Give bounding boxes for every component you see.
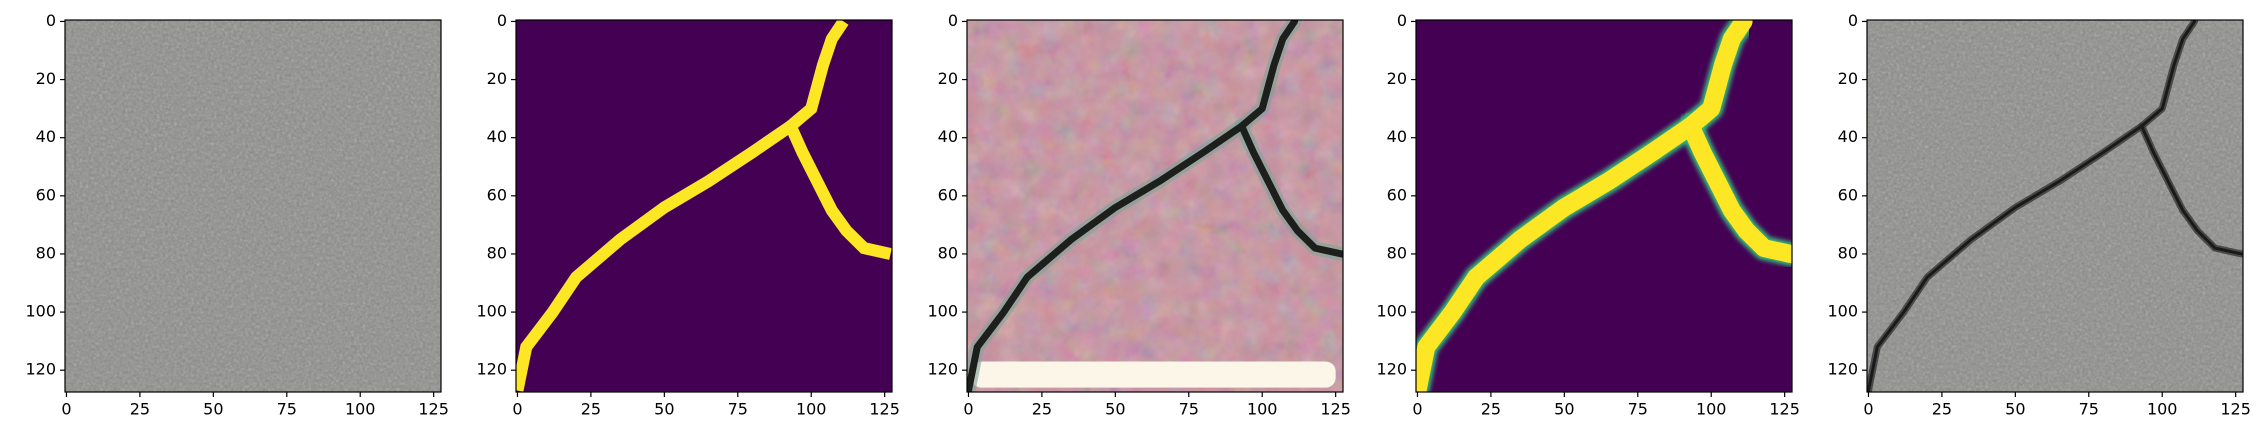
image — [516, 20, 892, 392]
x-tick-label: 0 — [1412, 400, 1422, 419]
x-tick-label: 100 — [796, 400, 827, 419]
x-tick-label: 125 — [1320, 400, 1351, 419]
y-tick-label: 120 — [1827, 360, 1858, 379]
texture-noise — [65, 20, 441, 392]
y-tick-label: 100 — [927, 302, 958, 321]
axes-frame — [515, 19, 893, 393]
x-tick-label: 100 — [2147, 400, 2178, 419]
panel: 0 25 50 75 100 125 0 20 40 60 80 100 120 — [927, 11, 1350, 419]
y-tick-label: 20 — [1838, 69, 1858, 88]
axes-frame — [1866, 19, 2244, 393]
y-tick-label: 20 — [1387, 69, 1407, 88]
axes-frame — [64, 19, 442, 393]
x-tick-label: 75 — [277, 400, 297, 419]
y-tick-label: 40 — [1387, 127, 1407, 146]
pred-crack — [1416, 117, 1700, 392]
gen-crack — [967, 122, 1246, 392]
mask-crack — [786, 20, 849, 131]
x-tick-label: 0 — [512, 400, 522, 419]
x-tick-label: 25 — [130, 400, 150, 419]
y-tick-label: 100 — [1376, 302, 1407, 321]
x-tick-label: 0 — [61, 400, 71, 419]
x-tick-label: 25 — [1932, 400, 1952, 419]
panel: 0 25 50 75 100 125 0 20 40 60 80 100 120 — [25, 11, 448, 419]
x-tick-label: 125 — [1769, 400, 1800, 419]
y-tick-label: 20 — [487, 69, 507, 88]
x-tick-label: 0 — [1863, 400, 1873, 419]
y-tick-label: 0 — [497, 11, 507, 30]
x-tick-label: 125 — [2220, 400, 2251, 419]
crack-core — [1867, 124, 2144, 392]
x-tick-label: 100 — [345, 400, 376, 419]
x-tick-label: 25 — [1481, 400, 1501, 419]
y-tick-label: 40 — [938, 127, 958, 146]
y-tick-label: 40 — [36, 127, 56, 146]
texture-noise — [1867, 20, 2243, 392]
x-tick-label: 100 — [1696, 400, 1727, 419]
y-tick-label: 60 — [938, 185, 958, 204]
x-tick-label: 50 — [1105, 400, 1125, 419]
y-tick-label: 60 — [1387, 185, 1407, 204]
y-tick-label: 80 — [487, 243, 507, 262]
y-tick-label: 80 — [1387, 243, 1407, 262]
y-tick-label: 80 — [938, 243, 958, 262]
y-tick-label: 100 — [25, 302, 56, 321]
image — [65, 20, 441, 392]
y-tick-label: 60 — [36, 185, 56, 204]
x-tick-label: 50 — [2005, 400, 2025, 419]
y-tick-label: 120 — [25, 360, 56, 379]
y-tick-label: 80 — [36, 243, 56, 262]
gen-crack — [1238, 20, 1299, 130]
crack-core — [2140, 20, 2197, 128]
y-tick-label: 20 — [36, 69, 56, 88]
y-tick-label: 40 — [487, 127, 507, 146]
y-tick-label: 120 — [476, 360, 507, 379]
crack-core — [2140, 124, 2243, 256]
panel: 0 25 50 75 100 125 0 20 40 60 80 100 120 — [1376, 11, 1799, 419]
y-tick-label: 120 — [1376, 360, 1407, 379]
x-tick-label: 100 — [1247, 400, 1278, 419]
y-tick-label: 0 — [1848, 11, 1858, 30]
gen-crack — [1238, 122, 1343, 258]
mask-crack — [516, 121, 795, 392]
x-tick-label: 125 — [418, 400, 449, 419]
x-tick-label: 0 — [963, 400, 973, 419]
y-tick-label: 60 — [487, 185, 507, 204]
y-tick-label: 20 — [938, 69, 958, 88]
y-tick-label: 100 — [476, 302, 507, 321]
image — [967, 20, 1343, 392]
pred-crack — [1681, 117, 1792, 263]
x-tick-label: 125 — [869, 400, 900, 419]
y-tick-label: 0 — [1397, 11, 1407, 30]
image — [1416, 20, 1792, 392]
gen-band — [971, 361, 1336, 388]
x-tick-label: 75 — [2079, 400, 2099, 419]
x-tick-label: 25 — [1032, 400, 1052, 419]
y-tick-label: 40 — [1838, 127, 1858, 146]
mask-crack — [785, 123, 892, 260]
y-tick-label: 0 — [948, 11, 958, 30]
x-tick-label: 50 — [1554, 400, 1574, 419]
y-tick-label: 120 — [927, 360, 958, 379]
x-tick-label: 75 — [1628, 400, 1648, 419]
y-tick-label: 0 — [46, 11, 56, 30]
x-tick-label: 75 — [728, 400, 748, 419]
x-tick-label: 50 — [654, 400, 674, 419]
x-tick-label: 75 — [1179, 400, 1199, 419]
panel: 0 25 50 75 100 125 0 20 40 60 80 100 120 — [1827, 11, 2250, 419]
axes-frame — [966, 19, 1344, 393]
y-tick-label: 80 — [1838, 243, 1858, 262]
image — [1867, 20, 2243, 392]
x-tick-label: 50 — [203, 400, 223, 419]
y-tick-label: 60 — [1838, 185, 1858, 204]
x-tick-label: 25 — [581, 400, 601, 419]
panel: 0 25 50 75 100 125 0 20 40 60 80 100 120 — [476, 11, 899, 419]
y-tick-label: 100 — [1827, 302, 1858, 321]
pred-crack — [1681, 20, 1753, 136]
axes-frame — [1415, 19, 1793, 393]
